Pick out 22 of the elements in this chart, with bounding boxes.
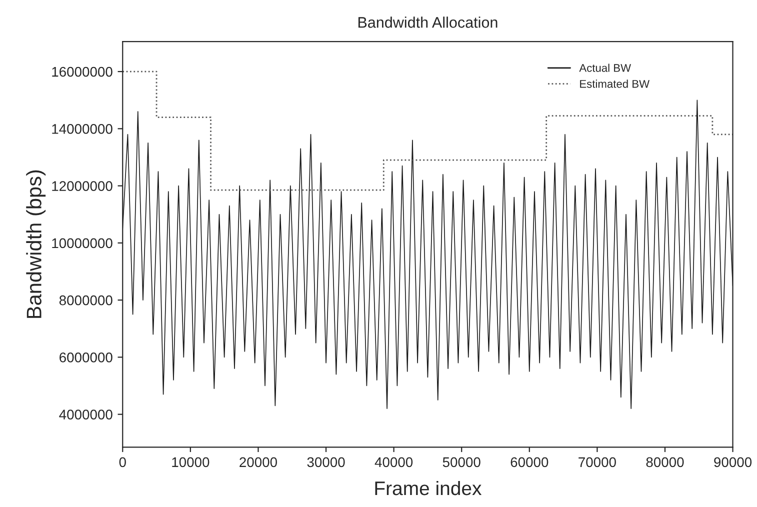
x-tick-label: 70000 xyxy=(578,457,616,468)
x-tick-label: 0 xyxy=(119,457,126,468)
y-axis-title: Bandwidth (bps) xyxy=(26,170,46,318)
x-tick-label: 80000 xyxy=(646,457,684,468)
y-tick-label: 12000000 xyxy=(52,181,112,191)
legend-label: Estimated BW xyxy=(580,80,650,88)
x-tick-label: 30000 xyxy=(307,457,345,468)
y-tick-label: 6000000 xyxy=(60,352,112,362)
y-tick-label: 10000000 xyxy=(52,238,112,248)
legend-label: Actual BW xyxy=(579,64,631,72)
x-tick-label: 10000 xyxy=(172,457,210,468)
x-tick-label: 40000 xyxy=(374,457,413,468)
y-tick-label: 8000000 xyxy=(59,295,112,306)
x-axis-title: Frame index xyxy=(375,480,482,496)
x-tick-label: 90000 xyxy=(714,457,752,468)
y-tick-label: 4000000 xyxy=(59,410,112,420)
y-tick-label: 14000000 xyxy=(52,124,112,134)
x-tick-label: 20000 xyxy=(240,457,277,468)
chart-title: Bandwidth Allocation xyxy=(358,16,498,28)
y-tick-label: 16000000 xyxy=(52,66,112,77)
x-tick-label: 60000 xyxy=(510,457,548,468)
x-tick-label: 50000 xyxy=(442,457,480,468)
